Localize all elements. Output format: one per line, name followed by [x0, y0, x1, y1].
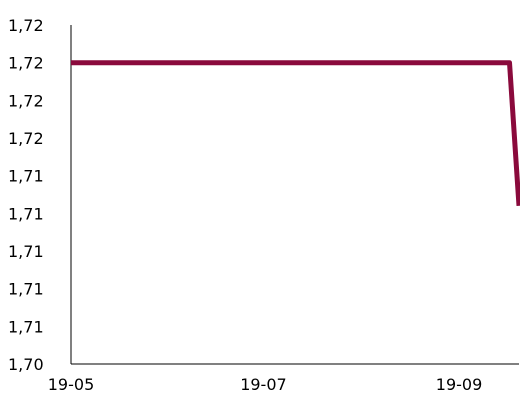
x-axis: 19-05 19-07 19-09: [48, 363, 519, 394]
y-tick-label: 1,72: [8, 16, 44, 35]
y-tick-label: 1,71: [8, 167, 44, 186]
series-line: [71, 60, 520, 206]
x-tick-label: 19-07: [240, 375, 287, 394]
y-tick-label: 1,72: [8, 91, 44, 110]
y-tick-label: 1,71: [8, 280, 44, 299]
y-tick-label: 1,70: [8, 355, 44, 374]
y-tick-label: 1,71: [8, 317, 44, 336]
y-tick-label: 1,72: [8, 129, 44, 148]
x-tick-label: 19-05: [48, 375, 95, 394]
y-tick-label: 1,71: [8, 242, 44, 261]
series-layer: [71, 60, 520, 206]
y-tick-label: 1,72: [8, 54, 44, 73]
y-tick-label: 1,71: [8, 204, 44, 223]
y-axis: 1,70 1,71 1,71 1,71 1,71 1,71 1,72 1,72 1,72 1,72: [8, 16, 72, 374]
x-tick-label: 19-09: [436, 375, 483, 394]
